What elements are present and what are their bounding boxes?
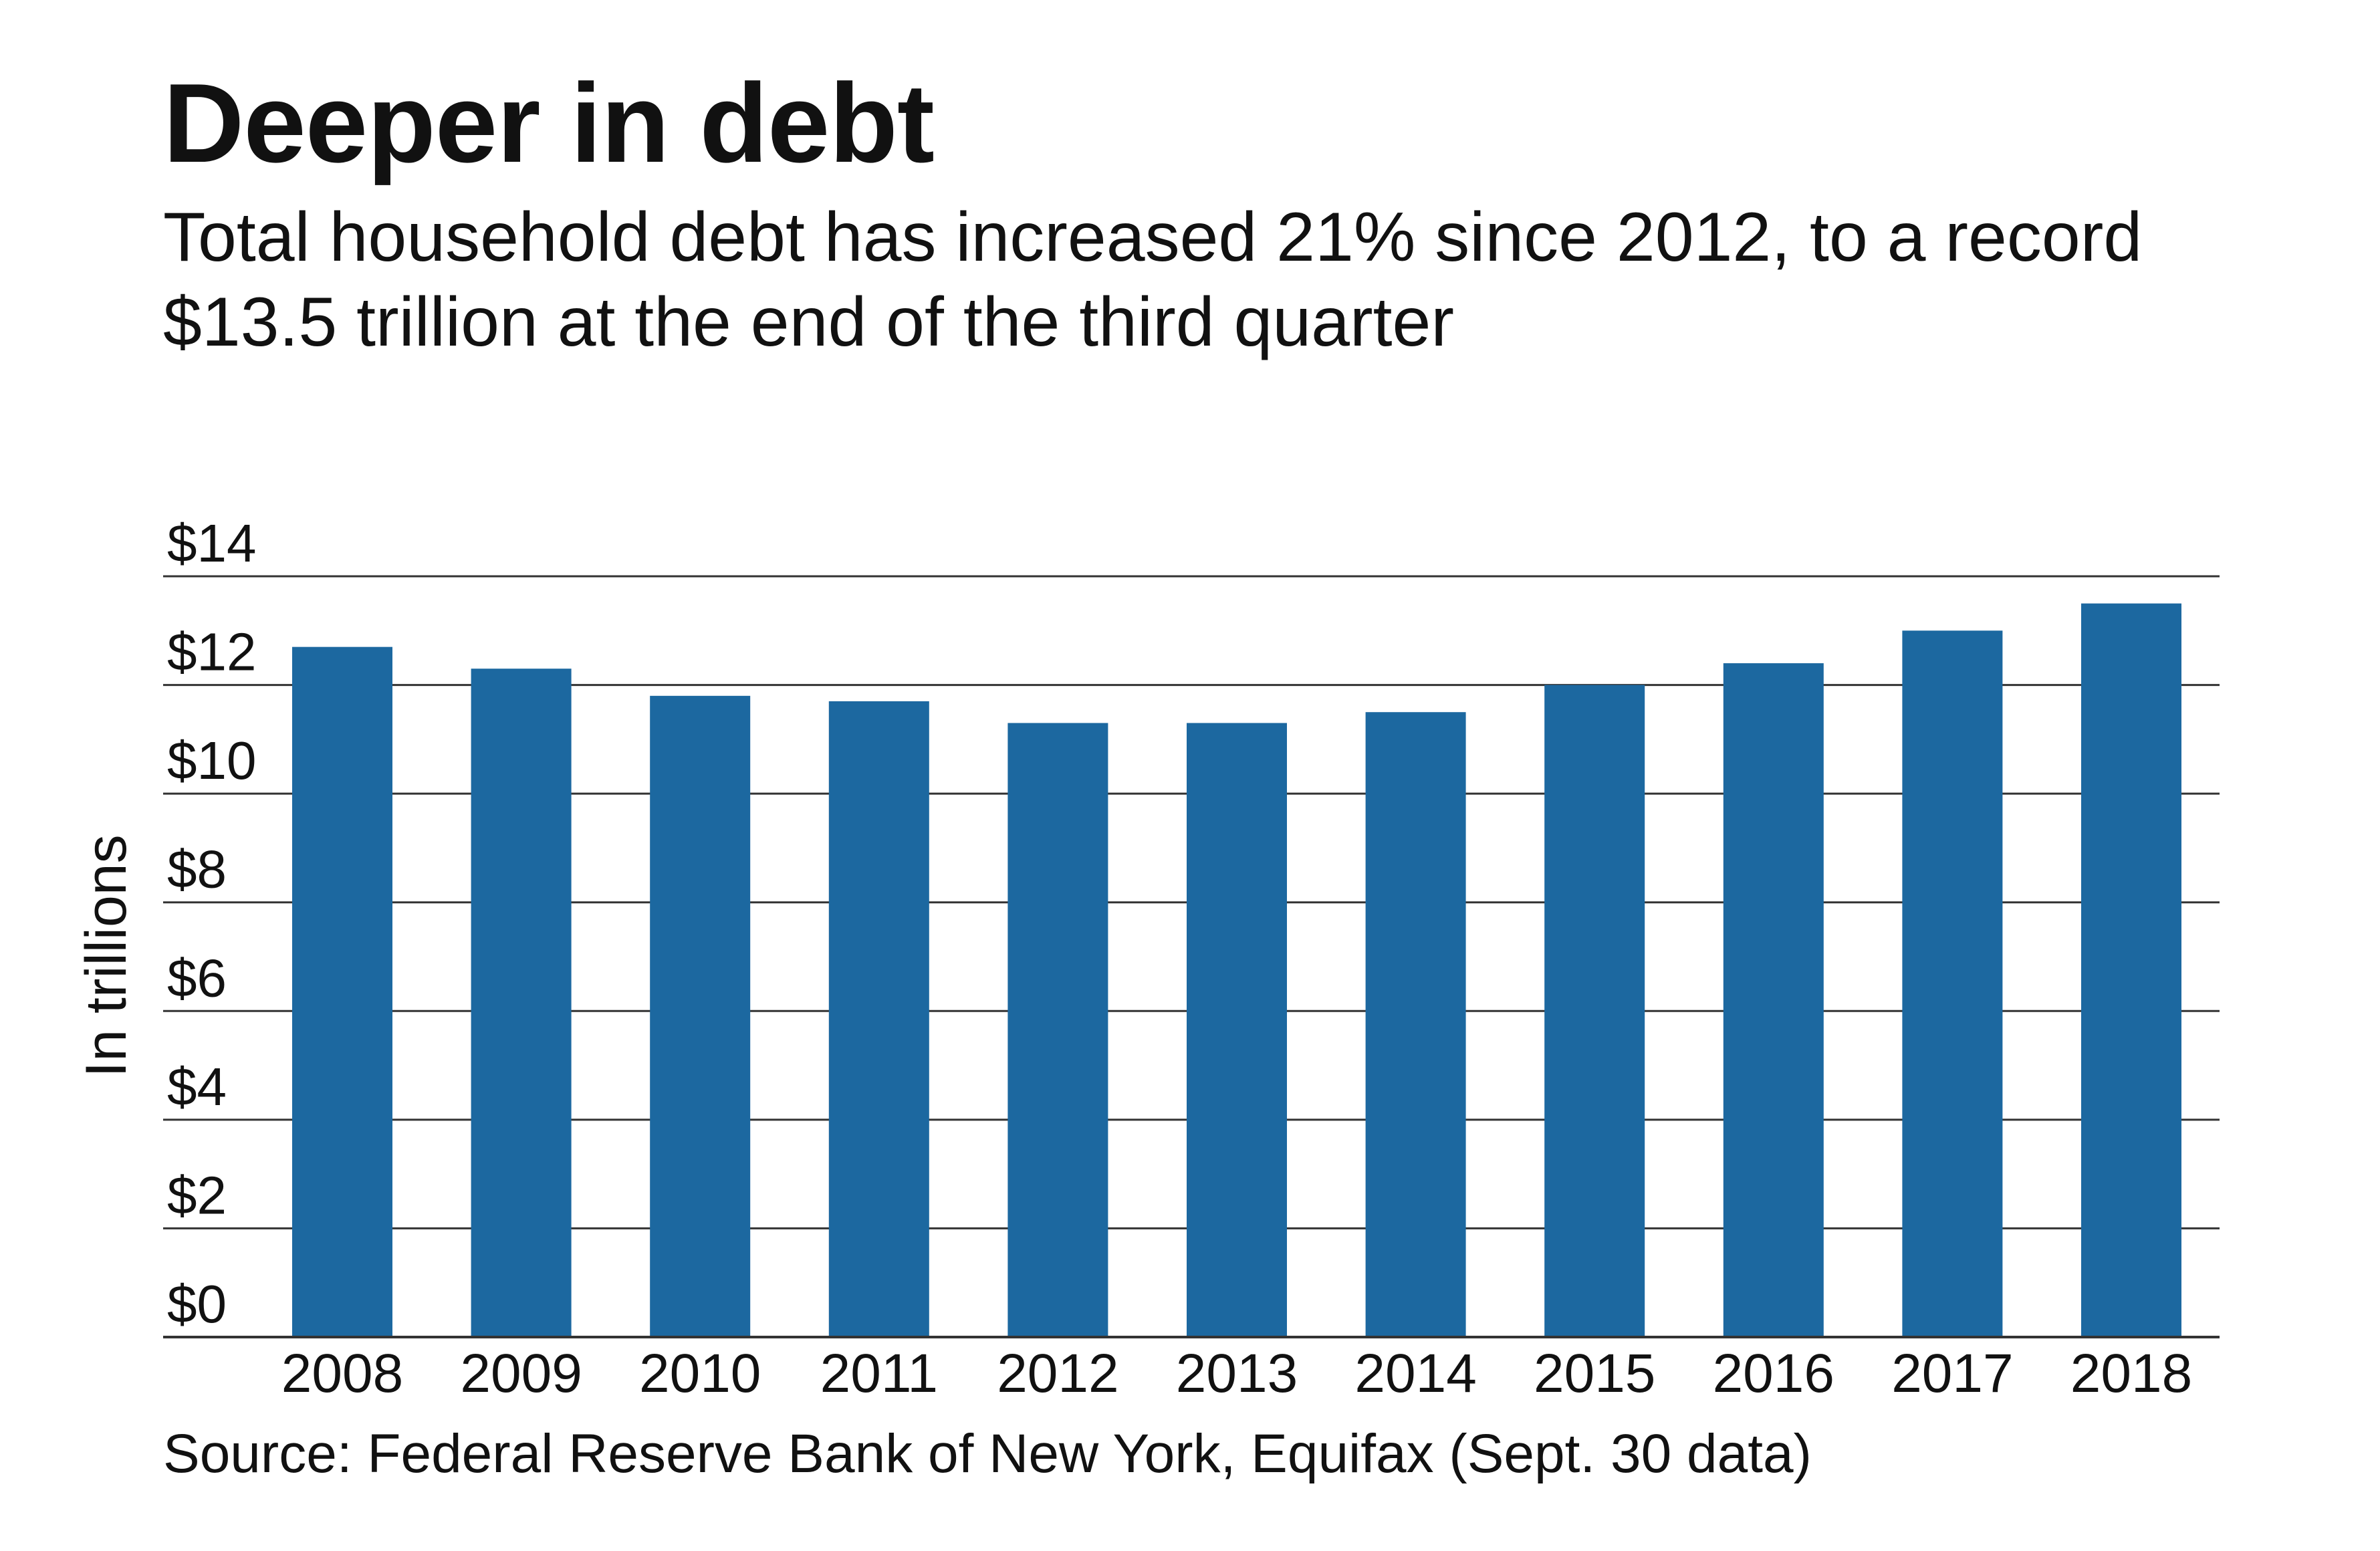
bar-2010 — [650, 695, 751, 1337]
x-tick-label: 2013 — [1176, 1343, 1298, 1404]
x-tick-label: 2017 — [1891, 1343, 2013, 1404]
y-tick-label: $6 — [167, 948, 227, 1007]
y-tick-label: $14 — [167, 513, 256, 573]
x-tick-labels: 2008 2009 2010 2011 2012 2013 2014 2015 2016 2017… — [281, 1343, 2192, 1404]
bar-2015 — [1544, 685, 1645, 1337]
y-tick-label: $12 — [167, 622, 256, 682]
bar-2018 — [2081, 603, 2181, 1338]
x-tick-label: 2012 — [997, 1343, 1118, 1404]
y-tick-label: $4 — [167, 1057, 227, 1116]
y-tick-labels: $0 $2 $4 $6 $8 $10 $12 $14 — [167, 513, 256, 1334]
x-tick-label: 2015 — [1534, 1343, 1655, 1404]
x-tick-label: 2018 — [2070, 1343, 2192, 1404]
bar-2011 — [828, 701, 929, 1337]
x-tick-label: 2010 — [639, 1343, 761, 1404]
x-tick-label: 2008 — [281, 1343, 403, 1404]
bar-2016 — [1723, 663, 1824, 1337]
bar-2008 — [292, 646, 392, 1338]
chart-title: Deeper in debt — [163, 60, 935, 186]
x-tick-label: 2014 — [1354, 1343, 1476, 1404]
bar-2017 — [1902, 630, 2003, 1338]
bar-2012 — [1007, 723, 1108, 1337]
bar-2014 — [1365, 712, 1466, 1337]
x-tick-label: 2011 — [820, 1343, 938, 1404]
bar-2013 — [1187, 723, 1287, 1337]
chart-subtitle: Total household debt has increased 21% s… — [163, 199, 2143, 361]
x-tick-label: 2009 — [460, 1343, 582, 1404]
y-axis-label: In trillions — [74, 834, 138, 1077]
source-note: Source: Federal Reserve Bank of New York… — [163, 1423, 1812, 1484]
y-tick-label: $8 — [167, 840, 227, 899]
bar-2009 — [471, 669, 572, 1337]
y-tick-label: $0 — [167, 1274, 227, 1334]
x-tick-label: 2016 — [1713, 1343, 1834, 1404]
bars — [163, 603, 2220, 1338]
y-tick-label: $2 — [167, 1165, 227, 1225]
y-tick-label: $10 — [167, 731, 256, 790]
